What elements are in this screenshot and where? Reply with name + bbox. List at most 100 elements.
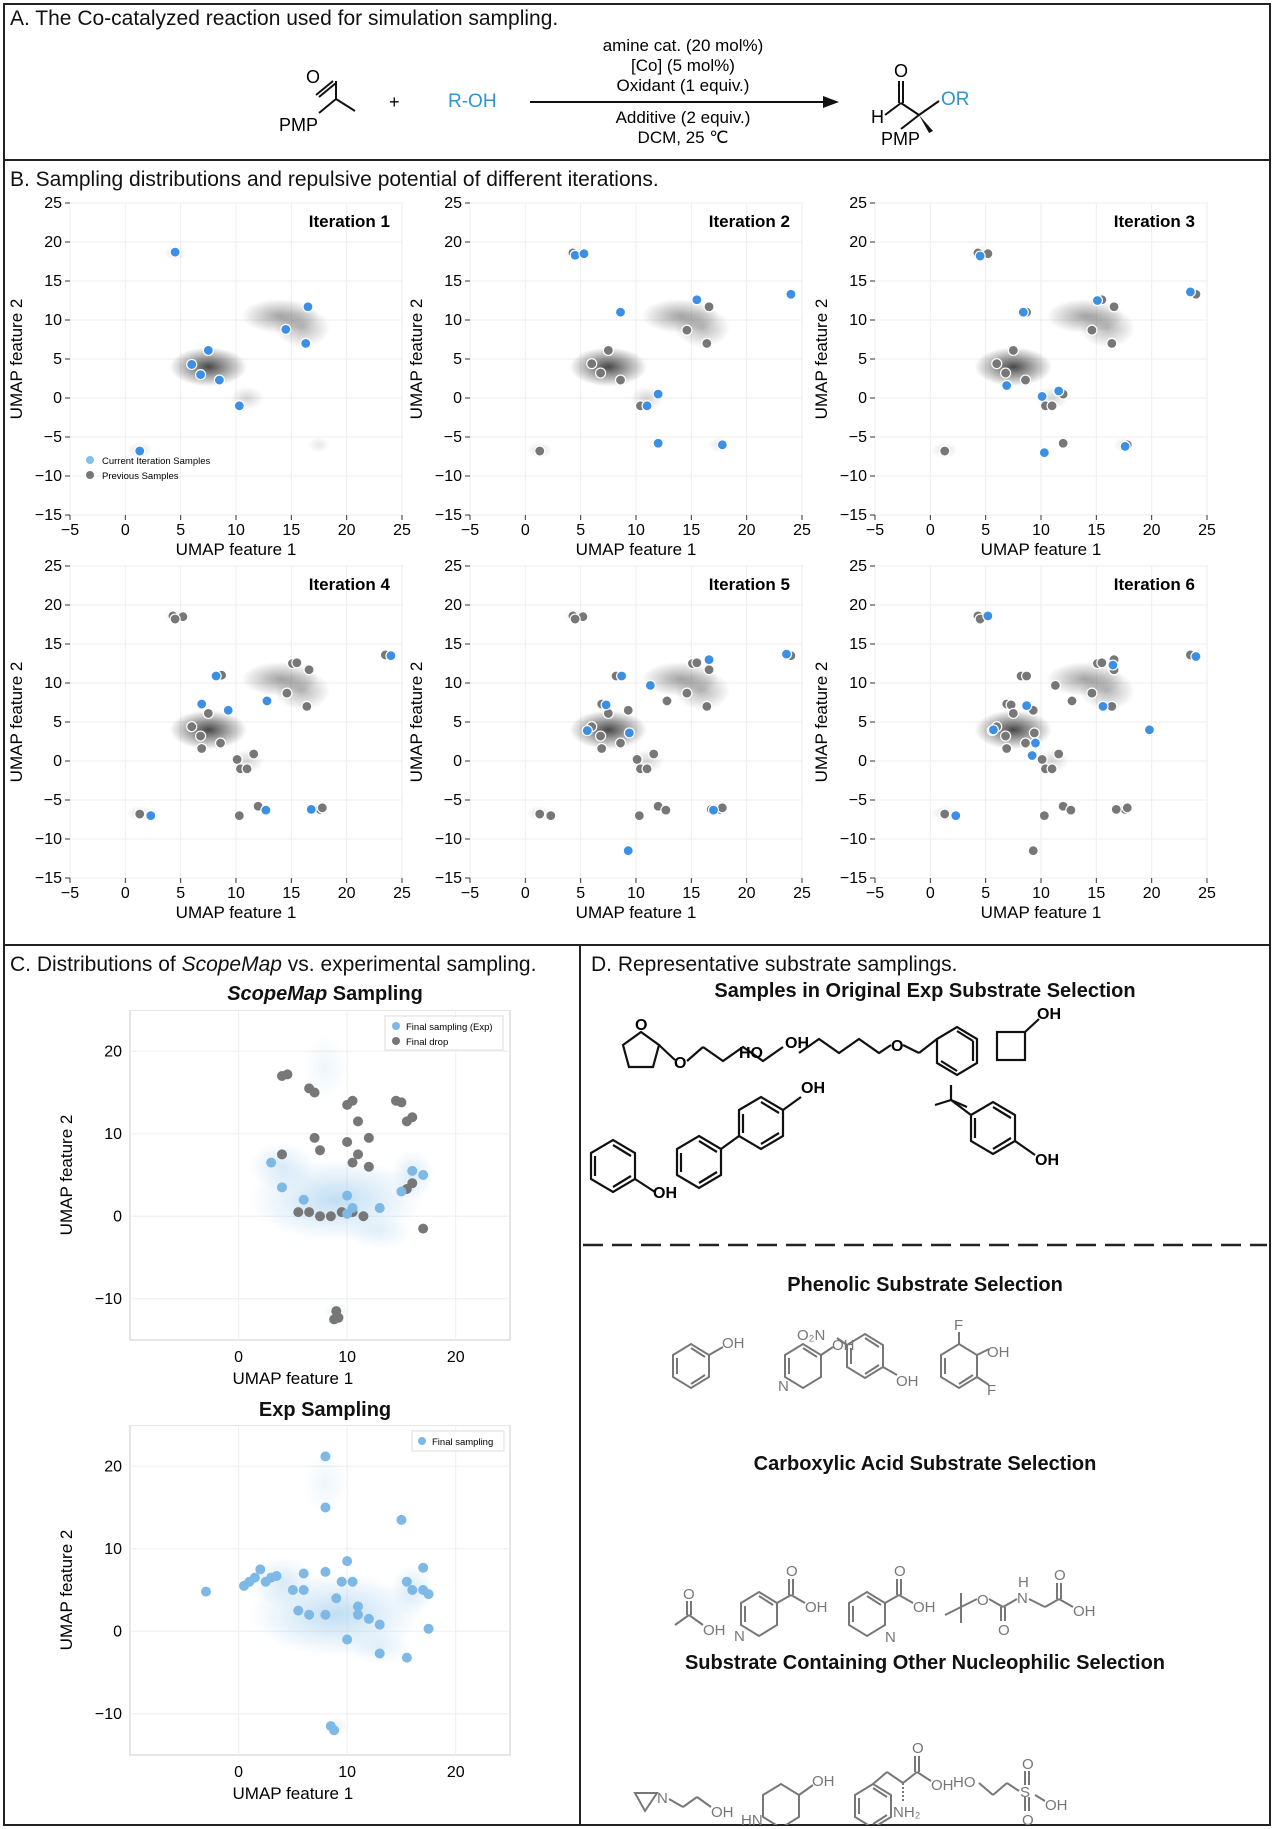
isethionic-acid xyxy=(978,1771,1046,1811)
previous-sample-point xyxy=(291,657,303,669)
iteration-plot: −5 0 5 10 15 20 25 25 20 15 10 5 0 −5 −10 −15 UMAP featu… xyxy=(7,558,411,922)
previous-sample-point xyxy=(1049,679,1061,691)
oh-label: OH xyxy=(913,1599,936,1616)
previous-sample-point xyxy=(1027,845,1039,857)
final-sampling-point xyxy=(374,1648,385,1659)
substrate-structures: O O OH HO O OH OH OH xyxy=(583,1006,1267,1825)
final-drop-point xyxy=(353,1116,363,1127)
final-drop-point xyxy=(309,1132,320,1143)
current-sample-point xyxy=(785,288,797,300)
nitrophenol xyxy=(836,1332,898,1380)
density-blob xyxy=(347,1216,413,1250)
current-sample-point xyxy=(385,650,397,662)
benzyloxy-butanol xyxy=(798,1025,979,1077)
current-sample-point xyxy=(134,445,146,457)
y-tick-label: −15 xyxy=(435,870,462,887)
previous-sample-point xyxy=(641,763,653,775)
final-sampling-point xyxy=(271,1570,282,1581)
previous-sample-point xyxy=(231,753,243,766)
x-tick-label: 20 xyxy=(738,522,756,539)
y-tick-label: 25 xyxy=(444,195,462,212)
x-tick-label: 15 xyxy=(682,885,700,902)
final-sampling-point xyxy=(342,1556,353,1567)
final-sampling-point xyxy=(298,1585,309,1595)
current-sample-point xyxy=(186,358,198,371)
isonicotinic-acid xyxy=(740,1579,806,1638)
x-axis-label: UMAP feature 1 xyxy=(176,540,297,559)
final-sampling-point xyxy=(320,1451,331,1462)
arrow-head-icon xyxy=(823,96,839,108)
y-tick-label: 0 xyxy=(453,753,462,770)
iteration-title: Iteration 1 xyxy=(309,212,390,231)
hydroxypyridine xyxy=(784,1342,834,1390)
oh-label: OH xyxy=(703,1622,726,1639)
y-tick-label: −5 xyxy=(44,792,62,809)
panel-c-title-italic: ScopeMap xyxy=(181,953,282,976)
y-tick-label: 25 xyxy=(44,195,62,212)
previous-sample-point xyxy=(316,802,328,814)
o-label: O xyxy=(998,1622,1010,1639)
current-sample-point xyxy=(202,344,214,357)
panel-d-frame xyxy=(579,944,1271,1826)
y-tick-label: −15 xyxy=(35,870,62,887)
previous-sample-point xyxy=(534,445,546,457)
y-tick-label: 10 xyxy=(44,675,62,692)
x-tick-label: 0 xyxy=(234,1349,243,1366)
density-blob xyxy=(303,1034,348,1101)
oh-label: OH xyxy=(931,1777,954,1794)
o-label: O xyxy=(1022,1756,1034,1773)
iteration-plot: −5 0 5 10 15 20 25 25 20 15 10 5 0 −5 −10 −15 UMAP featu… xyxy=(407,558,811,922)
current-sample-point xyxy=(233,400,245,412)
current-sample-point xyxy=(1107,659,1119,671)
oh-label: OH xyxy=(896,1373,919,1390)
current-sample-point xyxy=(578,248,590,260)
final-sampling-point xyxy=(401,1576,412,1587)
y-tick-label: −10 xyxy=(840,468,867,485)
previous-sample-point xyxy=(1021,670,1033,682)
panel-c-title-prefix: C. Distributions of xyxy=(10,953,182,976)
previous-sample-point xyxy=(248,748,260,760)
panel-a-title: A. The Co-catalyzed reaction used for si… xyxy=(10,7,559,30)
oh-label: OH xyxy=(801,1080,825,1097)
ho-label: HO xyxy=(953,1774,976,1791)
iteration-title: Iteration 2 xyxy=(709,212,790,231)
x-tick-label: 25 xyxy=(393,885,411,902)
previous-sample-point xyxy=(1086,324,1098,336)
current-sample-point xyxy=(210,670,222,682)
current-sample-point xyxy=(614,306,627,318)
current-sample-point xyxy=(622,845,634,857)
current-sample-point xyxy=(145,810,157,822)
x-tick-label: 25 xyxy=(1198,885,1216,902)
o-label: O xyxy=(1022,1812,1034,1825)
current-sample-point xyxy=(641,400,653,412)
heading-phenolic: Phenolic Substrate Selection xyxy=(787,1274,1063,1296)
x-tick-label: 10 xyxy=(627,885,645,902)
thf-ether-alcohol xyxy=(621,1030,784,1069)
final-sampling-point xyxy=(331,1593,342,1604)
reactant-aldehyde xyxy=(315,80,356,114)
final-drop-point xyxy=(293,1207,304,1218)
exp-sampling-title: Exp Sampling xyxy=(258,1399,392,1421)
current-sample-point xyxy=(169,246,181,258)
x-tick-label: 10 xyxy=(338,1764,356,1781)
current-sample-point xyxy=(1053,385,1065,397)
current-sample-point xyxy=(581,724,593,737)
final-sampling-point xyxy=(342,1634,353,1645)
final-drop-point xyxy=(325,1211,336,1222)
x-tick-label: 10 xyxy=(1032,522,1050,539)
density-blob xyxy=(569,710,648,750)
no2-label: O₂N xyxy=(797,1327,825,1344)
final-drop-point xyxy=(358,1211,369,1222)
x-tick-label: 5 xyxy=(981,522,990,539)
y-tick-label: 25 xyxy=(849,195,867,212)
density-blob xyxy=(303,1449,348,1516)
final-drop-point xyxy=(353,1149,363,1160)
final-drop-point xyxy=(315,1211,325,1222)
previous-sample-point xyxy=(631,753,643,766)
heading-original-exp: Samples in Original Exp Substrate Select… xyxy=(714,980,1136,1002)
y-tick-label: −10 xyxy=(435,831,462,848)
iteration-title: Iteration 4 xyxy=(309,575,391,594)
o-label: O xyxy=(912,1740,924,1757)
final-sampling-point xyxy=(374,1203,385,1213)
x-tick-label: −5 xyxy=(866,885,884,902)
